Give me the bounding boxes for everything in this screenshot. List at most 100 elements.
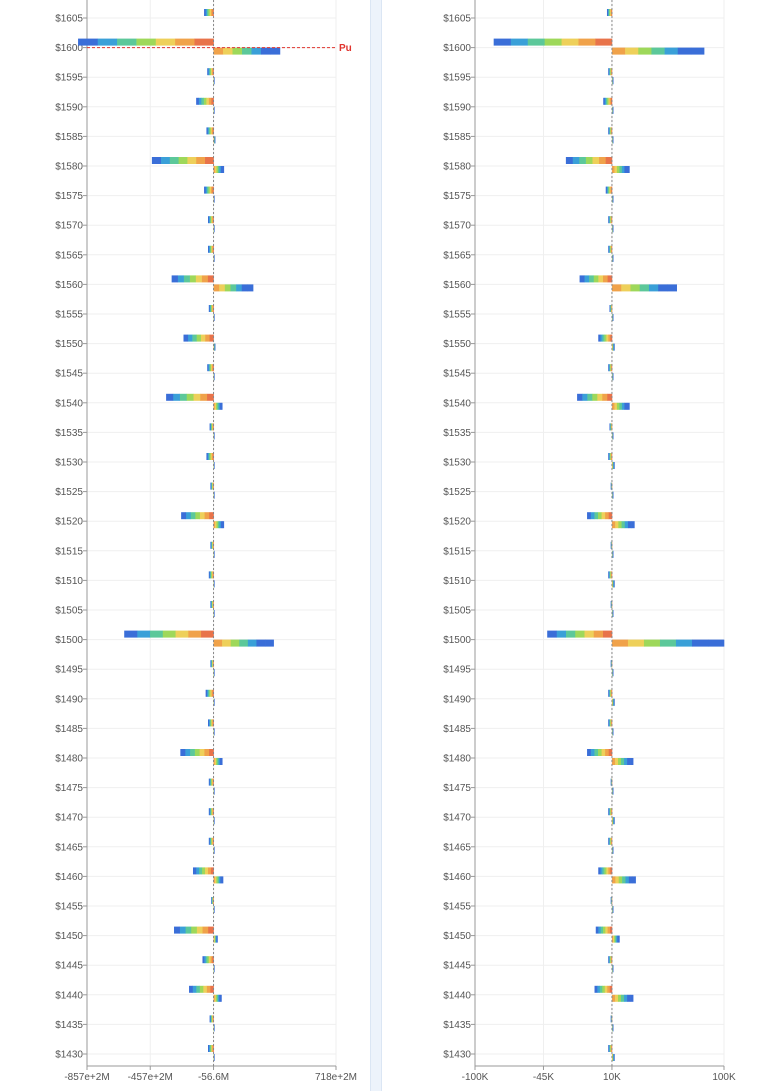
- left-bar-left[interactable]: [151, 157, 214, 164]
- right-bar-left[interactable]: [577, 393, 613, 401]
- right-bar-right[interactable]: [611, 639, 725, 647]
- right-bar-left[interactable]: [598, 334, 613, 342]
- left-bar-right[interactable]: [213, 521, 225, 529]
- right-bar-left[interactable]: [608, 68, 613, 76]
- left-bar-left[interactable]: [210, 482, 214, 490]
- left-bar-right[interactable]: [213, 994, 222, 1002]
- right-bar-right[interactable]: [611, 491, 614, 499]
- right-bar-left[interactable]: [610, 660, 613, 668]
- right-bar-right[interactable]: [611, 166, 630, 173]
- right-bar-left[interactable]: [608, 571, 613, 579]
- left-bar-right[interactable]: [213, 166, 225, 173]
- left-bar-left[interactable]: [208, 778, 214, 786]
- left-bar-right[interactable]: [213, 136, 216, 144]
- right-bar-right[interactable]: [611, 787, 614, 795]
- left-bar-left[interactable]: [207, 68, 214, 76]
- right-bar-right[interactable]: [611, 698, 615, 706]
- left-bar-left[interactable]: [192, 867, 214, 875]
- right-bar-left[interactable]: [608, 364, 613, 372]
- right-bar-left[interactable]: [587, 512, 613, 520]
- left-bar-left[interactable]: [208, 1045, 214, 1052]
- left-bar-left[interactable]: [207, 364, 214, 372]
- left-bar-right[interactable]: [213, 254, 215, 262]
- right-bar-left[interactable]: [608, 216, 613, 224]
- left-bar-right[interactable]: [213, 639, 274, 647]
- left-bar-right[interactable]: [213, 106, 215, 114]
- panel-divider[interactable]: [370, 0, 382, 1091]
- left-bar-right[interactable]: [213, 284, 254, 292]
- right-bar-right[interactable]: [611, 846, 614, 854]
- right-bar-right[interactable]: [611, 402, 630, 410]
- right-bar-left[interactable]: [493, 38, 613, 46]
- right-bar-right[interactable]: [611, 550, 614, 558]
- right-bar-right[interactable]: [611, 195, 614, 203]
- left-bar-left[interactable]: [204, 9, 214, 16]
- right-bar-left[interactable]: [594, 985, 613, 993]
- right-bar-right[interactable]: [611, 758, 634, 765]
- left-bar-left[interactable]: [181, 512, 214, 520]
- left-bar-right[interactable]: [213, 343, 216, 351]
- left-bar-left[interactable]: [208, 245, 214, 253]
- right-bar-right[interactable]: [611, 432, 614, 440]
- left-bar-right[interactable]: [213, 787, 215, 795]
- left-bar-right[interactable]: [213, 432, 215, 440]
- left-bar-left[interactable]: [202, 956, 214, 964]
- right-bar-right[interactable]: [611, 876, 636, 884]
- right-bar-right[interactable]: [611, 580, 615, 588]
- left-bar-right[interactable]: [213, 195, 215, 203]
- left-bar-left[interactable]: [78, 38, 214, 46]
- right-bar-left[interactable]: [609, 423, 613, 431]
- left-bar-left[interactable]: [208, 719, 214, 727]
- right-bar-right[interactable]: [611, 284, 677, 292]
- left-bar-left[interactable]: [206, 127, 214, 135]
- right-bar-right[interactable]: [611, 728, 614, 736]
- right-bar-right[interactable]: [611, 254, 614, 262]
- left-bar-left[interactable]: [171, 275, 214, 283]
- left-bar-left[interactable]: [209, 1015, 214, 1023]
- left-bar-right[interactable]: [213, 758, 223, 765]
- left-bar-left[interactable]: [208, 808, 214, 816]
- right-bar-right[interactable]: [611, 1024, 614, 1032]
- right-bar-left[interactable]: [587, 749, 613, 756]
- left-bar-left[interactable]: [208, 216, 214, 224]
- left-bar-left[interactable]: [210, 660, 214, 668]
- right-bar-left[interactable]: [595, 926, 613, 934]
- left-bar-right[interactable]: [213, 47, 281, 55]
- right-bar-left[interactable]: [565, 157, 613, 164]
- right-bar-left[interactable]: [608, 956, 613, 964]
- left-bar-right[interactable]: [213, 846, 215, 854]
- right-bar-left[interactable]: [610, 778, 613, 786]
- right-bar-right[interactable]: [611, 994, 634, 1002]
- left-bar-left[interactable]: [174, 926, 214, 934]
- right-bar-right[interactable]: [611, 343, 615, 351]
- left-bar-left[interactable]: [206, 453, 214, 460]
- right-bar-right[interactable]: [611, 47, 705, 55]
- left-bar-right[interactable]: [213, 935, 218, 943]
- right-bar-left[interactable]: [608, 808, 613, 816]
- right-bar-left[interactable]: [610, 1015, 613, 1023]
- right-bar-right[interactable]: [611, 136, 614, 144]
- right-bar-right[interactable]: [611, 106, 614, 114]
- left-bar-right[interactable]: [213, 491, 215, 499]
- right-bar-left[interactable]: [605, 186, 613, 194]
- right-bar-right[interactable]: [611, 521, 635, 529]
- left-bar-right[interactable]: [213, 550, 215, 558]
- left-bar-left[interactable]: [204, 186, 214, 194]
- left-bar-right[interactable]: [213, 1024, 215, 1032]
- left-bar-left[interactable]: [183, 334, 214, 342]
- left-bar-right[interactable]: [213, 402, 223, 410]
- right-bar-left[interactable]: [603, 97, 613, 105]
- left-bar-left[interactable]: [189, 985, 214, 993]
- right-bar-left[interactable]: [610, 482, 613, 490]
- left-bar-left[interactable]: [124, 630, 214, 638]
- left-bar-left[interactable]: [196, 97, 214, 105]
- left-bar-left[interactable]: [205, 689, 214, 697]
- right-bar-left[interactable]: [547, 630, 613, 638]
- left-bar-right[interactable]: [213, 728, 215, 736]
- right-bar-right[interactable]: [611, 935, 620, 943]
- left-bar-right[interactable]: [213, 698, 215, 706]
- left-bar-left[interactable]: [180, 749, 214, 756]
- left-bar-left[interactable]: [208, 571, 214, 579]
- left-bar-left[interactable]: [166, 393, 214, 401]
- left-bar-right[interactable]: [213, 580, 215, 588]
